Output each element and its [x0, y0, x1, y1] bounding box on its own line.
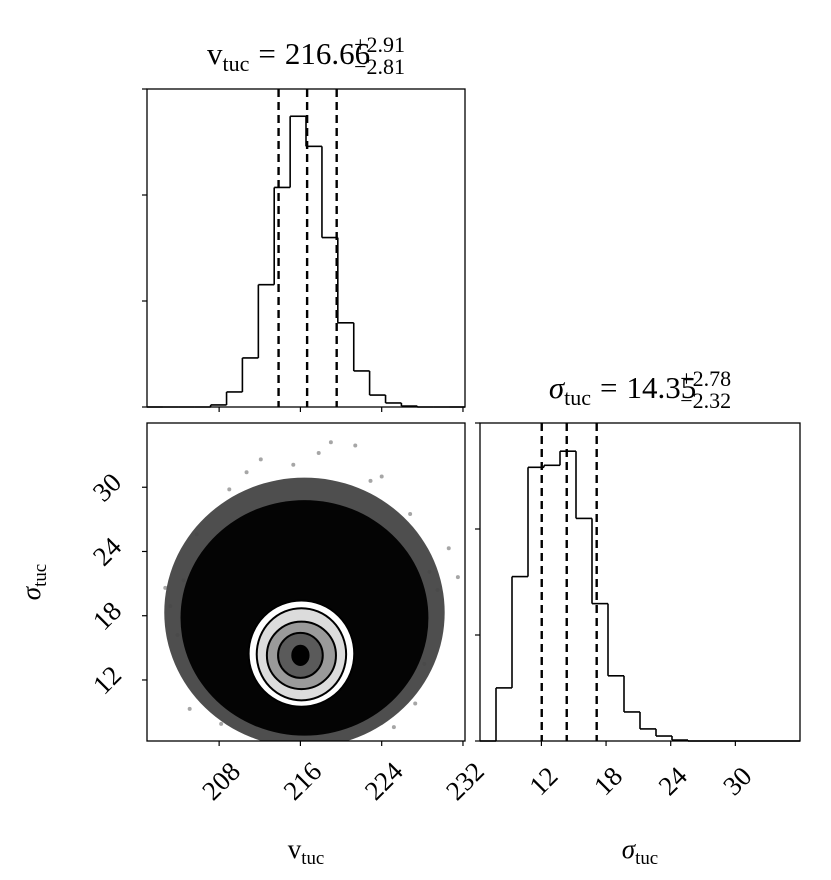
relation: =: [258, 36, 275, 71]
scatter-point: [368, 478, 373, 483]
scatter-point: [328, 440, 333, 445]
scatter-point: [408, 512, 413, 517]
x-tick-label: 24: [653, 760, 694, 801]
scatter-point: [353, 443, 358, 448]
subscript: tuc: [301, 848, 324, 869]
plot-frame: [146, 88, 466, 408]
y-axis-label: σtuc: [16, 564, 51, 600]
x-tick-label: 216: [277, 756, 327, 806]
scatter-point: [379, 474, 384, 479]
contour: [291, 644, 310, 666]
y-tick-label: 30: [87, 467, 127, 507]
relation: =: [600, 370, 617, 405]
subscript: tuc: [30, 564, 51, 587]
title-text: vtuc = 216.66: [207, 36, 370, 76]
scatter-point: [227, 487, 232, 492]
scatter-point: [244, 470, 249, 475]
x-tick-label: 208: [196, 756, 246, 806]
scatter-point: [413, 701, 418, 706]
upper-error: +2.91: [354, 32, 405, 57]
value: 216.66: [285, 36, 370, 71]
symbol: σ: [622, 834, 637, 864]
symbol: v: [207, 36, 223, 71]
x-tick-label: 224: [359, 756, 409, 806]
lower-error: −2.81: [354, 54, 405, 79]
y-tick-label: 12: [87, 660, 127, 700]
scatter-point: [316, 450, 321, 455]
scatter-point: [446, 546, 451, 551]
scatter-point: [219, 721, 224, 726]
x-axis-label: vtuc: [288, 834, 325, 869]
x-tick-label: 30: [717, 761, 757, 801]
plot-frame: [479, 422, 801, 742]
x-axis-label: σtuc: [622, 834, 658, 869]
x-tick-label: 12: [523, 761, 563, 801]
scatter-point: [163, 585, 168, 590]
x-tick-label: 232: [440, 756, 490, 806]
subscript: tuc: [635, 848, 658, 869]
symbol: σ: [16, 585, 46, 600]
lower-error: −2.32: [680, 388, 731, 413]
scatter-point: [187, 706, 192, 711]
scatter-point: [291, 462, 296, 467]
scatter-point: [455, 575, 460, 580]
scatter-point: [391, 725, 396, 730]
title-text: σtuc = 14.35: [549, 370, 696, 410]
plot-area: [163, 440, 460, 741]
x-tick-label: 18: [588, 761, 628, 801]
y-tick-label: 24: [87, 531, 128, 572]
subscript: tuc: [564, 385, 591, 410]
symbol: σ: [549, 370, 566, 405]
y-tick-label: 18: [87, 596, 127, 636]
subscript: tuc: [222, 51, 249, 76]
title: vtuc = 216.66+2.91−2.81: [207, 32, 405, 79]
scatter-point: [258, 457, 263, 462]
value: 14.35: [627, 370, 697, 405]
upper-error: +2.78: [680, 366, 731, 391]
plot-frame: [146, 422, 466, 742]
title: σtuc = 14.35+2.78−2.32: [549, 366, 731, 413]
symbol: v: [288, 834, 302, 864]
